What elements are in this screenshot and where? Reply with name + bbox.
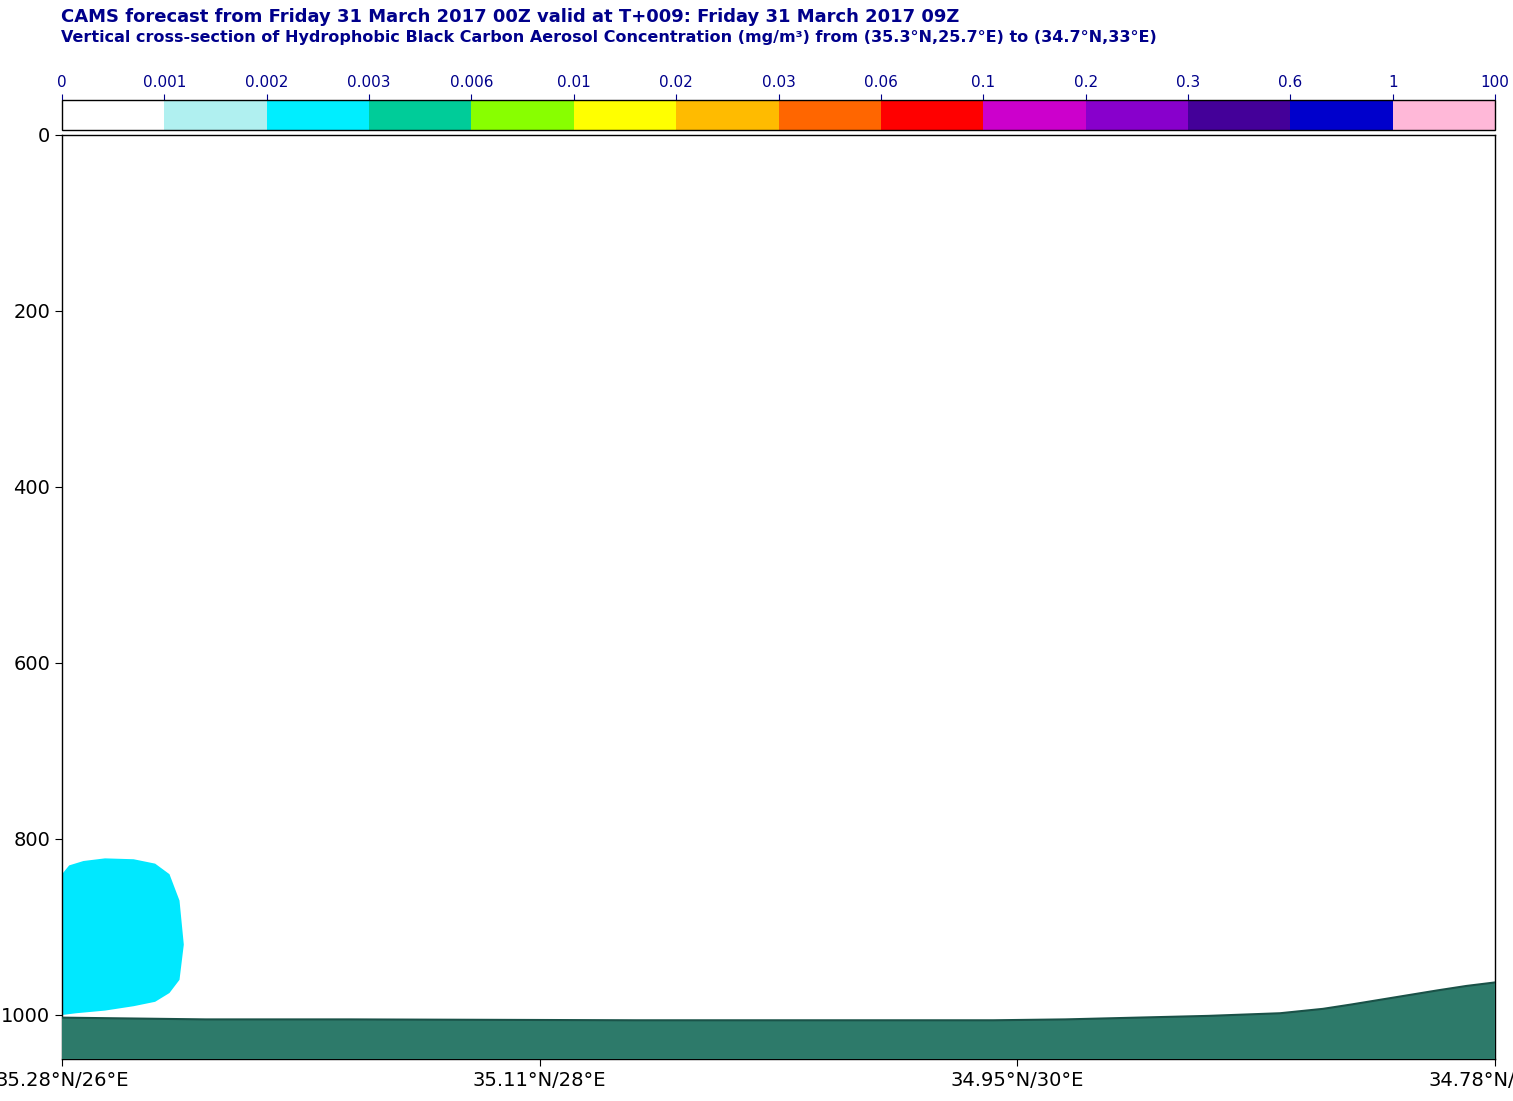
Text: CAMS forecast from Friday 31 March 2017 00Z valid at T+009: Friday 31 March 2017: CAMS forecast from Friday 31 March 2017 … — [61, 8, 959, 26]
Text: Vertical cross-section of Hydrophobic Black Carbon Aerosol Concentration (mg/m³): Vertical cross-section of Hydrophobic Bl… — [61, 30, 1156, 45]
Polygon shape — [62, 859, 183, 1015]
Polygon shape — [62, 982, 1495, 1068]
